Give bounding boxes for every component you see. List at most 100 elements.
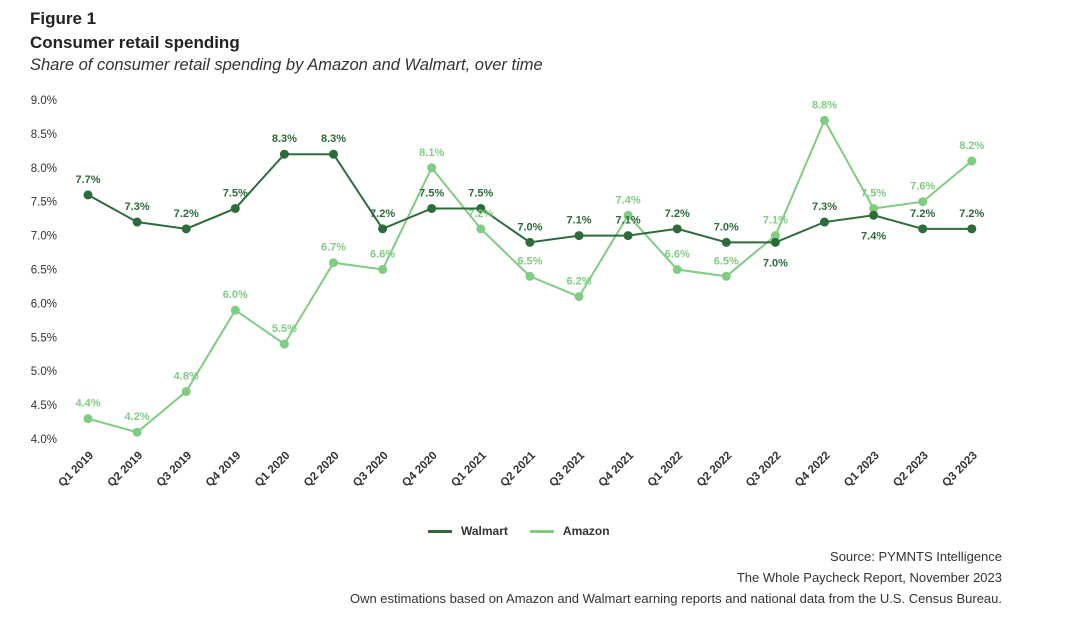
- data-point-walmart: [770, 237, 780, 247]
- data-point-amazon: [770, 231, 780, 241]
- data-label-walmart: 7.2%: [959, 208, 984, 220]
- data-point-walmart: [525, 237, 535, 247]
- data-label-walmart: 7.2%: [174, 208, 199, 220]
- x-tick-label: Q3 2023: [940, 450, 980, 490]
- x-tick-label: Q2 2023: [891, 450, 931, 490]
- legend-item-walmart: Walmart: [428, 524, 508, 538]
- chart-subtitle: Share of consumer retail spending by Ama…: [30, 56, 543, 74]
- data-point-amazon: [329, 258, 338, 268]
- x-tick-label: Q3 2022: [744, 450, 784, 490]
- data-point-walmart: [427, 203, 437, 213]
- x-tick-label: Q3 2019: [155, 450, 195, 490]
- y-tick-label: 5.5%: [31, 332, 57, 344]
- data-label-walmart: 8.3%: [321, 133, 346, 145]
- data-label-walmart: 8.3%: [272, 133, 297, 145]
- legend: Walmart Amazon: [428, 524, 610, 538]
- x-tick-label: Q4 2019: [204, 450, 244, 490]
- source-line: The Whole Paycheck Report, November 2023: [736, 570, 1002, 585]
- data-point-walmart: [378, 224, 388, 234]
- data-point-walmart: [83, 190, 93, 200]
- data-point-amazon: [623, 210, 633, 220]
- x-tick-label: Q1 2022: [646, 450, 686, 490]
- y-tick-label: 7.0%: [31, 231, 57, 243]
- data-point-amazon: [378, 265, 388, 274]
- data-label-walmart: 7.7%: [75, 174, 100, 186]
- data-point-amazon: [820, 115, 829, 125]
- data-point-walmart: [869, 210, 879, 220]
- x-tick-label: Q1 2023: [842, 450, 882, 490]
- data-point-walmart: [476, 203, 486, 213]
- data-label-amazon: 8.2%: [959, 140, 984, 152]
- data-point-amazon: [967, 156, 977, 166]
- data-point-walmart: [918, 224, 928, 234]
- data-point-amazon: [83, 414, 93, 424]
- y-tick-label: 4.0%: [31, 434, 57, 446]
- data-point-walmart: [967, 224, 977, 234]
- legend-item-amazon: Amazon: [529, 524, 610, 538]
- data-point-amazon: [918, 197, 928, 207]
- data-label-amazon: 4.8%: [174, 371, 199, 383]
- data-label-amazon: 6.2%: [566, 276, 591, 288]
- data-label-walmart: 7.1%: [616, 215, 641, 227]
- data-point-walmart: [820, 217, 829, 227]
- data-point-amazon: [476, 224, 486, 234]
- y-tick-label: 8.0%: [31, 163, 57, 175]
- data-label-walmart: 7.2%: [665, 208, 690, 220]
- source-line: Source: PYMNTS Intelligence: [830, 549, 1002, 564]
- legend-label-walmart: Walmart: [461, 524, 508, 538]
- data-point-walmart: [181, 224, 191, 234]
- data-label-walmart: 7.2%: [910, 208, 935, 220]
- data-point-walmart: [132, 217, 142, 227]
- y-tick-label: 9.0%: [31, 95, 57, 107]
- data-label-amazon: 6.5%: [714, 255, 739, 267]
- y-tick-label: 6.5%: [31, 265, 57, 277]
- data-label-amazon: 6.6%: [370, 249, 395, 261]
- data-point-walmart: [721, 237, 731, 247]
- data-point-amazon: [672, 265, 682, 274]
- y-tick-label: 4.5%: [31, 400, 57, 412]
- data-label-amazon: 6.7%: [321, 242, 346, 254]
- data-label-walmart: 7.1%: [566, 215, 591, 227]
- legend-label-amazon: Amazon: [562, 524, 610, 538]
- series-points: [83, 115, 977, 437]
- x-axis: Q1 2019 Q2 2019 Q3 2019 Q4 2019 Q1 2020 Q2 20…: [56, 449, 979, 489]
- data-label-walmart: 7.0%: [517, 221, 542, 233]
- x-tick-label: Q3 2020: [351, 450, 391, 490]
- source-note: Source: PYMNTS Intelligence The Whole Pa…: [350, 546, 1002, 609]
- data-label-walmart: 7.0%: [714, 221, 739, 233]
- data-label-amazon: 4.4%: [75, 398, 100, 410]
- data-label-walmart: 7.5%: [419, 187, 444, 199]
- chart-title: Consumer retail spending: [30, 33, 240, 52]
- data-label-walmart: 7.0%: [763, 257, 788, 269]
- data-label-walmart: 7.5%: [468, 187, 493, 199]
- data-labels: 7.7% 4.4% 7.3% 4.2% 7.2% 4.8% 7.5% 6.0% 8.3% 5.5%…: [75, 99, 984, 423]
- data-label-amazon: 7.4%: [616, 194, 641, 206]
- data-point-amazon: [230, 305, 240, 315]
- data-point-amazon: [721, 271, 731, 281]
- data-label-walmart: 7.5%: [223, 187, 248, 199]
- x-tick-label: Q3 2021: [547, 449, 587, 489]
- legend-swatch-amazon: [529, 529, 554, 533]
- x-tick-label: Q2 2019: [106, 450, 146, 490]
- data-label-amazon: 5.5%: [272, 323, 297, 335]
- x-tick-label: Q2 2022: [695, 450, 735, 490]
- data-label-amazon: 4.2%: [125, 411, 150, 423]
- data-point-amazon: [279, 339, 289, 349]
- y-tick-label: 8.5%: [31, 129, 57, 141]
- data-label-amazon: 6.5%: [517, 255, 542, 267]
- data-label-walmart: 7.3%: [812, 201, 837, 213]
- data-point-walmart: [672, 224, 682, 234]
- y-tick-label: 6.0%: [31, 298, 57, 310]
- data-label-amazon: 7.6%: [910, 181, 935, 193]
- data-point-walmart: [230, 203, 240, 213]
- data-point-walmart: [623, 231, 633, 241]
- data-point-amazon: [427, 163, 437, 173]
- data-point-amazon: [132, 427, 142, 437]
- x-tick-label: Q4 2022: [793, 450, 833, 490]
- data-label-amazon: 8.1%: [419, 147, 444, 159]
- y-tick-label: 5.0%: [31, 366, 57, 378]
- data-label-amazon: 8.8%: [812, 99, 837, 111]
- data-point-amazon: [869, 203, 879, 213]
- figure-label: Figure 1: [30, 9, 97, 28]
